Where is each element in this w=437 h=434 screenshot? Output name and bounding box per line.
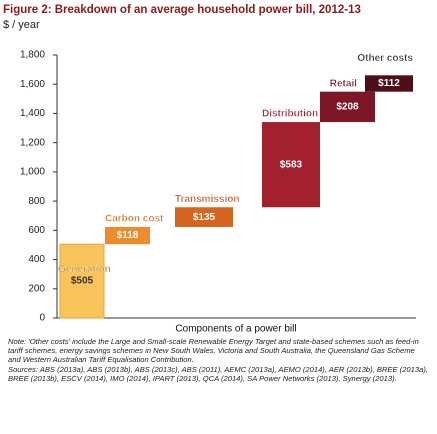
category-label: Retail (330, 78, 357, 89)
bar (365, 75, 413, 92)
note: Note: 'Other costs' include the Large an… (8, 337, 419, 365)
y-tick-label: 1,200 (20, 137, 45, 148)
notes: Note: 'Other costs' include the Large an… (8, 337, 428, 383)
value-label: $135 (193, 212, 216, 223)
category-label: Generation (58, 264, 111, 275)
y-tick-label: 1,800 (20, 50, 45, 61)
bar (262, 122, 320, 208)
bar (320, 91, 375, 123)
y-axis-label: $ / year (3, 19, 40, 31)
value-label: $208 (336, 102, 359, 113)
y-tick-label: 400 (28, 254, 45, 265)
chart-title: Figure 2: Breakdown of an average househ… (3, 4, 361, 16)
value-label: $118 (117, 230, 139, 241)
x-axis-label: Components of a power bill (175, 324, 296, 335)
category-label: Carbon cost (105, 214, 164, 225)
y-tick-label: 1,000 (20, 167, 45, 178)
y-tick-label: 800 (28, 196, 45, 207)
bar (175, 207, 233, 227)
value-label: $583 (280, 159, 303, 170)
y-tick-label: 0 (39, 313, 45, 324)
bar (105, 226, 150, 245)
category-label: Other costs (357, 53, 413, 64)
y-tick-label: 1,400 (20, 108, 45, 119)
chart: Figure 2: Breakdown of an average househ… (3, 4, 416, 335)
sources: Sources: ABS (2013a), ABS (2013b), ABS (… (8, 364, 428, 383)
bar (59, 243, 105, 319)
category-label: Distribution (262, 109, 318, 120)
y-tick-label: 200 (28, 283, 45, 294)
y-tick-label: 600 (28, 225, 45, 236)
value-label: $505 (71, 276, 94, 287)
value-label: $112 (378, 78, 400, 89)
y-tick-label: 1,600 (20, 79, 45, 90)
category-label: Transmission (175, 194, 239, 205)
